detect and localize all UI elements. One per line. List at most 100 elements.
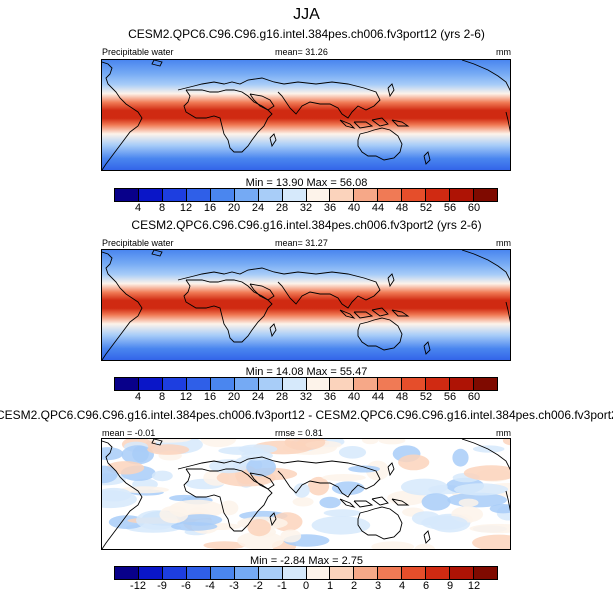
colorbar-tick-label: 40 bbox=[347, 391, 361, 403]
anomaly-blob bbox=[292, 497, 314, 507]
colorbar-tick-label: 20 bbox=[227, 202, 241, 214]
anomaly-blob bbox=[147, 444, 190, 455]
colorbar-swatch bbox=[234, 189, 259, 201]
coastline bbox=[371, 117, 389, 127]
colorbar-tick-label: -6 bbox=[181, 580, 191, 592]
coastline bbox=[177, 77, 285, 91]
colorbar-tick-label: 16 bbox=[203, 202, 217, 214]
anomaly-blob bbox=[458, 498, 479, 507]
colorbar-tick-label: -1 bbox=[277, 580, 287, 592]
coastline bbox=[183, 279, 273, 343]
map-field bbox=[102, 60, 510, 170]
panel1-colorbar-ticks: 4 8 12 16 20 24 28 32 36 40 44 48 52 56 60 bbox=[114, 202, 498, 214]
colorbar-swatch bbox=[450, 378, 475, 390]
colorbar-tick-label: 20 bbox=[227, 391, 241, 403]
coastline bbox=[357, 506, 403, 540]
panel3-title: CESM2.QPC6.C96.C96.g16.intel.384pes.ch00… bbox=[0, 408, 613, 422]
anomaly-blob bbox=[151, 470, 173, 482]
colorbar-tick-label: 60 bbox=[467, 391, 481, 403]
panel1-minmax: Min = 13.90 Max = 56.08 bbox=[245, 177, 368, 189]
anomaly-blob bbox=[472, 534, 510, 549]
panel3-units: mm bbox=[496, 428, 511, 438]
anomaly-blob bbox=[338, 446, 367, 459]
anomaly-blob bbox=[218, 446, 265, 455]
panel3-colorbar-ticks: -12 -9 -6 -4 -3 -2 -1 0 1 2 3 4 6 9 12 bbox=[114, 580, 498, 592]
colorbar-tick-label: -9 bbox=[157, 580, 167, 592]
panel1-stat: mean= 31.26 bbox=[275, 47, 328, 57]
colorbar-swatch bbox=[330, 378, 355, 390]
colorbar-tick-label: 36 bbox=[323, 391, 337, 403]
coastline bbox=[339, 309, 356, 319]
panel3-stat-value: 0.81 bbox=[305, 428, 323, 438]
coastline bbox=[339, 119, 356, 129]
anomaly-blob bbox=[119, 486, 169, 494]
coastline bbox=[277, 460, 381, 498]
panel2-units: mm bbox=[496, 238, 511, 248]
anomaly-blob bbox=[178, 514, 223, 526]
colorbar-swatch bbox=[330, 189, 355, 201]
coastline bbox=[249, 283, 275, 301]
coastline bbox=[102, 440, 143, 549]
coastline bbox=[371, 307, 389, 317]
panel1-stat-label: mean= bbox=[275, 47, 303, 57]
anomaly-blob bbox=[454, 483, 509, 496]
coastline bbox=[357, 127, 403, 161]
anomaly-blob bbox=[361, 439, 379, 445]
colorbar-swatch bbox=[186, 189, 211, 201]
anomaly-blob bbox=[200, 439, 237, 448]
colorbar-tick-label: 12 bbox=[179, 202, 193, 214]
panel1-variable: Precipitable water bbox=[102, 47, 174, 57]
panel3-map bbox=[101, 438, 511, 550]
colorbar-tick-label: -2 bbox=[253, 580, 263, 592]
colorbar-tick-label: 0 bbox=[302, 580, 310, 592]
colorbar-swatch bbox=[426, 567, 451, 579]
colorbar-tick-label: 48 bbox=[395, 202, 409, 214]
coastline bbox=[387, 83, 395, 98]
colorbar-tick-label: 3 bbox=[374, 580, 382, 592]
panel1-title: CESM2.QPC6.C96.C96.g16.intel.384pes.ch00… bbox=[128, 27, 485, 41]
colorbar-tick-label: 44 bbox=[371, 202, 385, 214]
coastline bbox=[461, 250, 510, 282]
coastline bbox=[461, 439, 510, 471]
panel2-stat-value: 31.27 bbox=[305, 238, 328, 248]
colorbar-swatch bbox=[258, 567, 283, 579]
colorbar-tick-label: 8 bbox=[158, 391, 166, 403]
panel2-colorbar-ticks: 4 8 12 16 20 24 28 32 36 40 44 48 52 56 60 bbox=[114, 391, 498, 403]
colorbar-tick-label: 1 bbox=[326, 580, 334, 592]
anomaly-blob bbox=[102, 447, 124, 461]
panel2-colorbar bbox=[114, 377, 498, 391]
coastline bbox=[423, 530, 431, 544]
anomaly-blob bbox=[378, 439, 406, 445]
colorbar-tick-label: 40 bbox=[347, 202, 361, 214]
coastline bbox=[183, 89, 273, 153]
coastline bbox=[391, 309, 410, 317]
colorbar-swatch bbox=[162, 189, 187, 201]
coastline bbox=[177, 267, 285, 281]
colorbar-tick-label: 16 bbox=[203, 391, 217, 403]
coastline bbox=[391, 119, 410, 127]
colorbar-swatch bbox=[186, 378, 211, 390]
anomaly-blob bbox=[371, 541, 415, 549]
coastline bbox=[277, 81, 381, 119]
panel3-minmax: Min = -2.84 Max = 2.75 bbox=[249, 555, 364, 567]
colorbar-tick-label: -4 bbox=[205, 580, 215, 592]
colorbar-tick-label: 4 bbox=[134, 391, 142, 403]
coastline bbox=[353, 311, 374, 319]
coastline bbox=[505, 111, 510, 133]
colorbar-swatch bbox=[426, 378, 451, 390]
colorbar-swatch bbox=[162, 567, 187, 579]
anomaly-blob bbox=[319, 496, 341, 509]
panel1-colorbar bbox=[114, 188, 498, 202]
colorbar-swatch bbox=[378, 189, 403, 201]
colorbar-swatch bbox=[115, 189, 139, 201]
coastline bbox=[387, 462, 395, 477]
colorbar-swatch bbox=[354, 567, 379, 579]
colorbar-swatch bbox=[162, 378, 187, 390]
colorbar-tick-label: 24 bbox=[251, 202, 265, 214]
coastline bbox=[102, 251, 143, 360]
colorbar-tick-label: -12 bbox=[130, 580, 146, 592]
anomaly-blob bbox=[331, 481, 365, 495]
panel1-units: mm bbox=[496, 47, 511, 57]
colorbar-swatch bbox=[258, 189, 283, 201]
colorbar-tick-label: 32 bbox=[299, 391, 313, 403]
